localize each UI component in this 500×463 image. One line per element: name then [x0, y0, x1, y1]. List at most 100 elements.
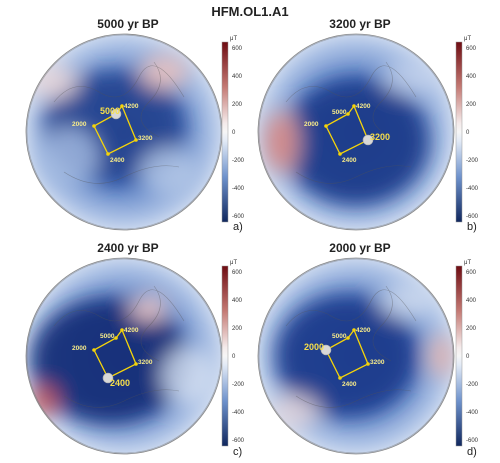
- epoch-label: 5000: [100, 106, 120, 116]
- colorbar-tick: -400: [232, 186, 245, 192]
- globe-panel: 5000 4200 3200 2000 2400: [25, 257, 223, 455]
- coastlines: [26, 258, 222, 454]
- current-position-marker: [320, 344, 332, 356]
- panel-letter-a: a): [233, 221, 243, 233]
- colorbar-tick: 400: [232, 74, 243, 80]
- colorbar-tick: -600: [232, 214, 245, 220]
- epoch-label: 2000: [304, 342, 324, 352]
- colorbar: μT 600 400 200 0 -200 -400 -600: [455, 36, 479, 223]
- colorbar-tick: 0: [466, 354, 470, 360]
- colorbar-tick: -200: [232, 158, 245, 164]
- path-point: [134, 362, 138, 366]
- field-patch: [29, 64, 79, 100]
- path-point: [338, 152, 342, 156]
- panel-letter-d: d): [467, 446, 477, 458]
- field-patch: [129, 294, 169, 322]
- colorbar-tick: 400: [466, 298, 477, 304]
- field-patch: [276, 296, 416, 416]
- colorbar-tick: -600: [466, 438, 479, 444]
- colorbar-tick: -400: [466, 410, 479, 416]
- panel-title-b: 3200 yr BP: [329, 17, 391, 31]
- colorbar-tick: 200: [232, 102, 243, 108]
- epoch-label: 3200: [138, 135, 153, 142]
- path-point: [92, 348, 96, 352]
- colorbar-tick: 0: [466, 130, 470, 136]
- colorbar-tick: 400: [232, 298, 243, 304]
- field-patch: [429, 334, 453, 378]
- colorbar-tick: 0: [232, 130, 236, 136]
- colorbar-tick: 400: [466, 74, 477, 80]
- colorbar-unit: μT: [464, 260, 471, 266]
- panel-title-d: 2000 yr BP: [329, 241, 391, 255]
- field-patch: [378, 283, 434, 319]
- path-point: [346, 336, 350, 340]
- colorbar-tick: 200: [232, 326, 243, 332]
- panel-title-a: 5000 yr BP: [97, 17, 159, 31]
- field-patch: [139, 54, 189, 90]
- path-point: [346, 112, 350, 116]
- colorbar: μT 600 400 200 0 -200 -400 -600: [455, 260, 479, 447]
- epoch-label: 2000: [304, 121, 319, 128]
- current-position-marker: [102, 372, 114, 384]
- panel-letter-c: c): [233, 446, 243, 458]
- globe-panel: 5000 4200 3200 2000 2400: [257, 257, 455, 455]
- colorbar-tick: 600: [232, 270, 243, 276]
- path-point: [352, 104, 356, 108]
- epoch-label: 4200: [356, 103, 371, 110]
- colorbar-tick: -400: [466, 186, 479, 192]
- pole-path: 5000 4200 3200 2000 2400: [72, 103, 153, 164]
- globe-panel: 5000 4200 3200 2000 2400: [257, 33, 455, 231]
- colorbar-tick: 200: [466, 326, 477, 332]
- path-point: [114, 336, 118, 340]
- path-point: [106, 152, 110, 156]
- field-patch: [284, 80, 428, 204]
- epoch-label: 3200: [370, 132, 390, 142]
- colorbar-tick: -600: [232, 438, 245, 444]
- colorbar-tick: -200: [466, 382, 479, 388]
- figure-title: HFM.OL1.A1: [211, 4, 289, 19]
- epoch-label: 5000: [332, 333, 347, 340]
- field-patch: [271, 393, 321, 429]
- epoch-label: 2000: [72, 121, 87, 128]
- epoch-label: 4200: [124, 327, 139, 334]
- field-patch: [139, 147, 199, 197]
- colorbar-unit: μT: [464, 36, 471, 42]
- colorbar: μT 600 400 200 0 -200 -400 -600: [221, 36, 245, 223]
- colorbar-unit: μT: [230, 260, 237, 266]
- path-point: [338, 376, 342, 380]
- colorbar-tick: 600: [466, 270, 477, 276]
- path-point: [324, 124, 328, 128]
- pole-path: 5000 4200 3200 2000 2400: [304, 103, 390, 164]
- epoch-label: 2400: [342, 381, 357, 388]
- field-patch: [381, 59, 441, 95]
- colorbar-tick: 0: [232, 354, 236, 360]
- coastlines: [258, 34, 454, 230]
- colorbar-tick: 200: [466, 102, 477, 108]
- epoch-label: 4200: [124, 103, 139, 110]
- field-patch: [39, 127, 99, 187]
- colorbar-tick: 600: [232, 46, 243, 52]
- path-point: [366, 362, 370, 366]
- epoch-label: 2400: [342, 157, 357, 164]
- path-point: [352, 328, 356, 332]
- panel-letter-b: b): [467, 221, 477, 233]
- pole-path: 5000 4200 3200 2000 2400: [304, 327, 385, 388]
- panel-title-c: 2400 yr BP: [97, 241, 159, 255]
- current-position-marker: [110, 108, 122, 120]
- epoch-label: 3200: [370, 359, 385, 366]
- colorbar-tick: -200: [466, 158, 479, 164]
- epoch-label: 5000: [332, 109, 347, 116]
- coastlines: [258, 258, 454, 454]
- globe-panel: 5000 4200 3200 2000 2400: [25, 33, 223, 231]
- path-point: [120, 104, 124, 108]
- current-position-marker: [362, 134, 374, 146]
- epoch-label: 5000: [100, 333, 115, 340]
- epoch-label: 2400: [110, 378, 130, 388]
- colorbar-tick: -600: [466, 214, 479, 220]
- colorbar-tick: -200: [232, 382, 245, 388]
- colorbar-unit: μT: [230, 36, 237, 42]
- epoch-label: 4200: [356, 327, 371, 334]
- epoch-label: 3200: [138, 359, 153, 366]
- colorbar-tick: 600: [466, 46, 477, 52]
